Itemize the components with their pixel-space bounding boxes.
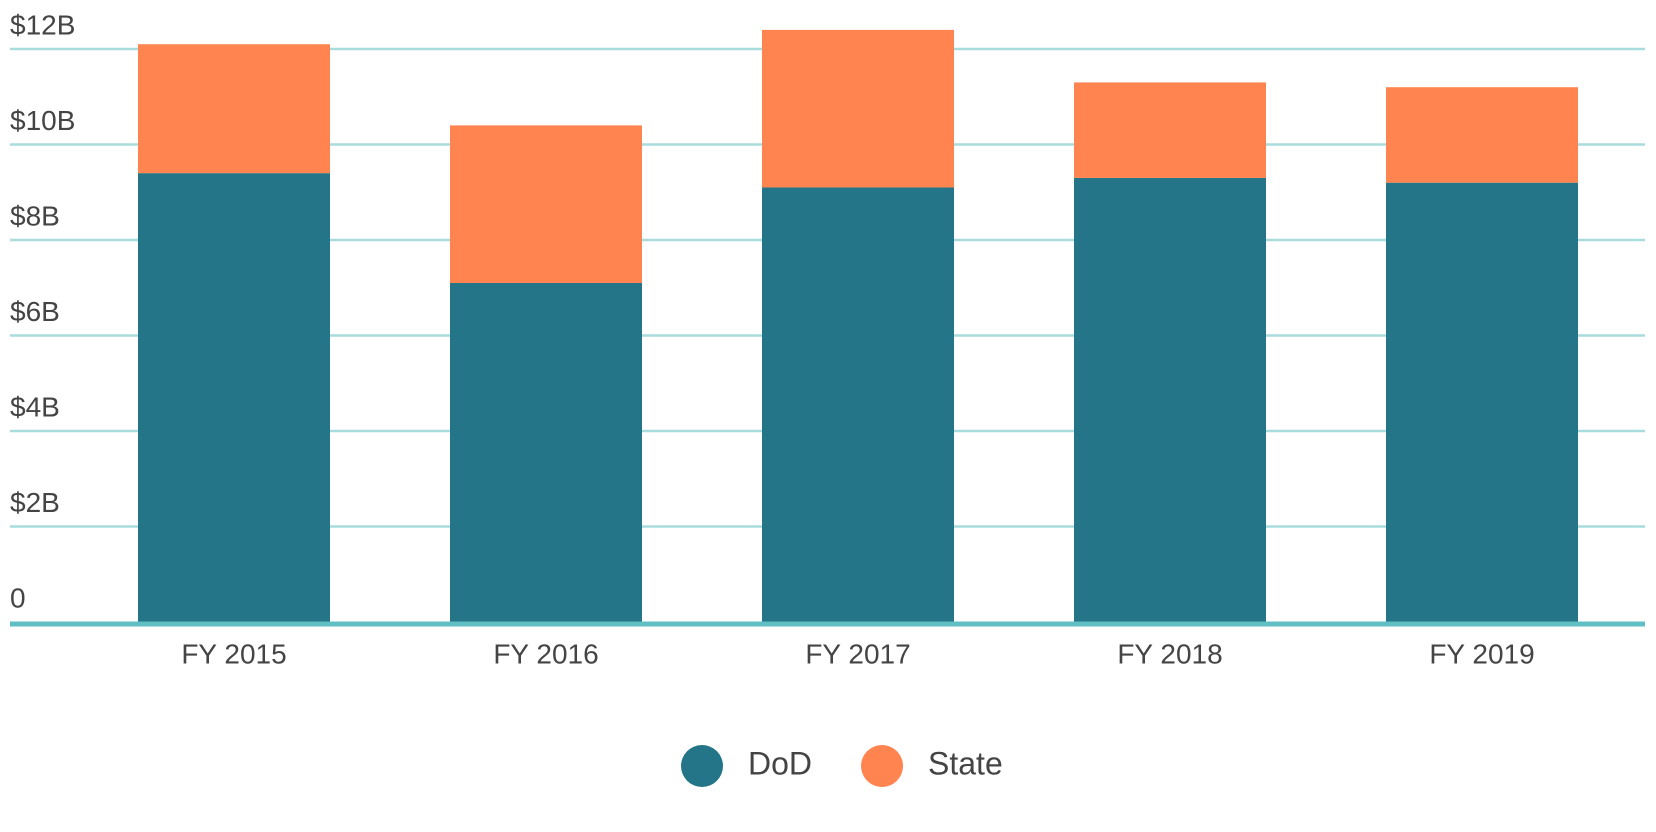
bar-segment: [138, 173, 330, 622]
bar-segment: [762, 29, 954, 188]
y-tick-label: $10B: [10, 105, 75, 136]
bar-segment: [450, 282, 642, 622]
bar-segment: [1074, 82, 1266, 178]
y-tick-label: $12B: [10, 9, 75, 40]
y-tick-label: $4B: [10, 391, 60, 422]
x-tick-label: FY 2017: [805, 638, 910, 669]
legend-label: State: [928, 745, 1003, 781]
x-tick-label: FY 2018: [1117, 638, 1222, 669]
legend-swatch: [681, 745, 723, 787]
x-tick-label: FY 2015: [181, 638, 286, 669]
x-tick-label: FY 2016: [493, 638, 598, 669]
bar-segment: [762, 187, 954, 622]
legend-swatch: [861, 745, 904, 787]
bar-segment: [450, 125, 642, 283]
y-tick-label: $2B: [10, 487, 60, 518]
y-tick-label: $6B: [10, 296, 60, 327]
legend-label: DoD: [748, 745, 812, 781]
bar-segment: [138, 44, 330, 174]
y-tick-label: $8B: [10, 200, 60, 231]
bar-segment: [1386, 182, 1578, 622]
x-tick-label: FY 2019: [1429, 638, 1534, 669]
bar-segment: [1386, 87, 1578, 183]
bar-segment: [1074, 177, 1266, 623]
y-tick-label: 0: [10, 582, 26, 613]
